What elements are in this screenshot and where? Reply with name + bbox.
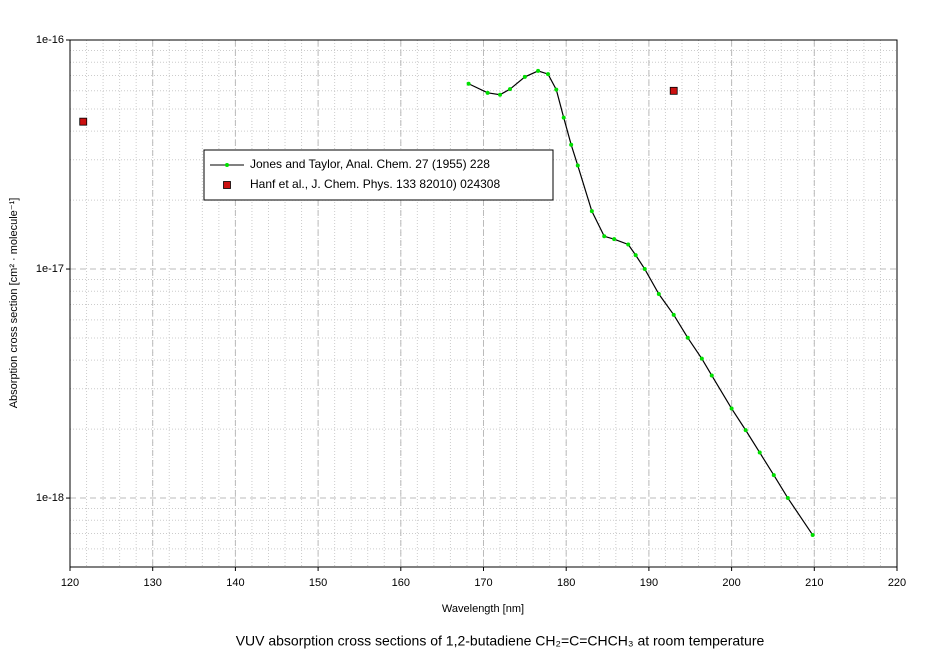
- series-line: [468, 70, 814, 536]
- data-point: [485, 90, 490, 95]
- legend: Jones and Taylor, Anal. Chem. 27 (1955) …: [210, 157, 500, 191]
- legend-marker: [225, 163, 229, 167]
- data-point: [536, 68, 541, 73]
- data-point: [575, 163, 580, 168]
- legend-marker: [223, 181, 231, 189]
- data-point: [685, 335, 690, 340]
- y-tick-label: 1e-16: [36, 34, 64, 46]
- x-tick-label: 220: [888, 577, 906, 589]
- data-point: [771, 473, 776, 478]
- data-point: [507, 87, 512, 92]
- x-axis-label: Wavelength [nm]: [442, 603, 524, 615]
- y-tick-label: 1e-17: [36, 263, 64, 275]
- x-tick-label: 170: [474, 577, 492, 589]
- data-point: [633, 253, 638, 258]
- data-point: [612, 237, 617, 242]
- legend-label: Jones and Taylor, Anal. Chem. 27 (1955) …: [250, 157, 490, 171]
- data-point: [79, 117, 88, 126]
- data-point: [757, 450, 762, 455]
- caption: VUV absorption cross sections of 1,2-but…: [236, 633, 765, 649]
- data-point: [642, 267, 647, 272]
- data-point: [561, 115, 566, 120]
- x-tick-label: 190: [640, 577, 658, 589]
- y-tick-label: 1e-18: [36, 492, 64, 504]
- x-tick-label: 210: [805, 577, 823, 589]
- x-tick-label: 160: [392, 577, 410, 589]
- data-point: [589, 209, 594, 214]
- data-point: [522, 74, 527, 79]
- x-tick-label: 130: [144, 577, 162, 589]
- legend-label: Hanf et al., J. Chem. Phys. 133 82010) 0…: [250, 177, 500, 191]
- data-point: [569, 142, 574, 147]
- data-point: [602, 234, 607, 239]
- x-tick-label: 140: [226, 577, 244, 589]
- data-point: [656, 291, 661, 296]
- x-tick-label: 120: [61, 577, 79, 589]
- x-tick-label: 200: [722, 577, 740, 589]
- data-point: [729, 406, 734, 411]
- data-point: [466, 81, 471, 86]
- data-point: [671, 312, 676, 317]
- data-point: [709, 373, 714, 378]
- data-point: [743, 428, 748, 433]
- data-point: [626, 242, 631, 247]
- legend-box: [203, 149, 554, 201]
- y-axis-label: Absorption cross section [cm² · molecule…: [8, 198, 20, 409]
- data-point: [546, 72, 551, 77]
- data-point: [669, 86, 678, 95]
- data-point: [810, 532, 815, 537]
- data-point: [699, 356, 704, 361]
- data-point: [785, 496, 790, 501]
- x-tick-label: 180: [557, 577, 575, 589]
- data-point: [554, 87, 559, 92]
- data-point: [498, 92, 503, 97]
- x-tick-label: 150: [309, 577, 327, 589]
